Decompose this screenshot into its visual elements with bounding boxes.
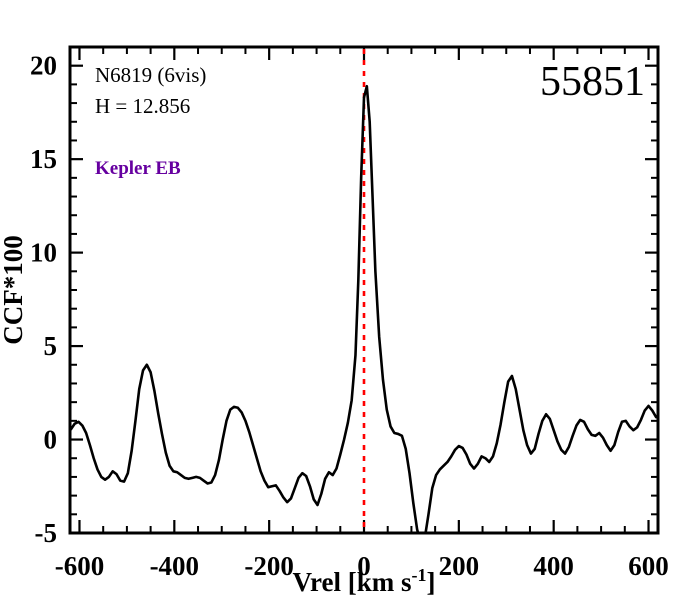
ccf-data-curve	[71, 84, 657, 532]
x-tick-label: 0	[357, 551, 371, 581]
y-tick-label: 15	[30, 144, 57, 174]
tick-labels-group: -600 -400 -200 0 200 400 600 -5 0 5 10 15 20	[30, 51, 669, 581]
y-tick-label: 0	[44, 425, 58, 455]
y-tick-label: 20	[30, 51, 57, 81]
x-tick-label: 600	[628, 551, 669, 581]
x-tick-label: -600	[55, 551, 105, 581]
data-curve-group	[71, 84, 657, 532]
y-tick-label: 10	[30, 238, 57, 268]
y-tick-label: -5	[35, 518, 58, 548]
y-axis-title: CCF*100	[0, 235, 28, 345]
x-tick-label: 200	[439, 551, 480, 581]
x-tick-label: -400	[150, 551, 200, 581]
x-tick-label: -200	[244, 551, 294, 581]
x-axis-title: Vrel [km s-1]	[293, 565, 436, 597]
ticks-group	[70, 46, 658, 535]
epoch-title: 55851	[540, 59, 645, 105]
x-tick-label: 400	[533, 551, 574, 581]
y-tick-label: 5	[44, 331, 58, 361]
magnitude-label: H = 12.856	[95, 94, 190, 118]
kepler-eb-label: Kepler EB	[95, 158, 181, 179]
cluster-label: N6819 (6vis)	[95, 63, 206, 87]
